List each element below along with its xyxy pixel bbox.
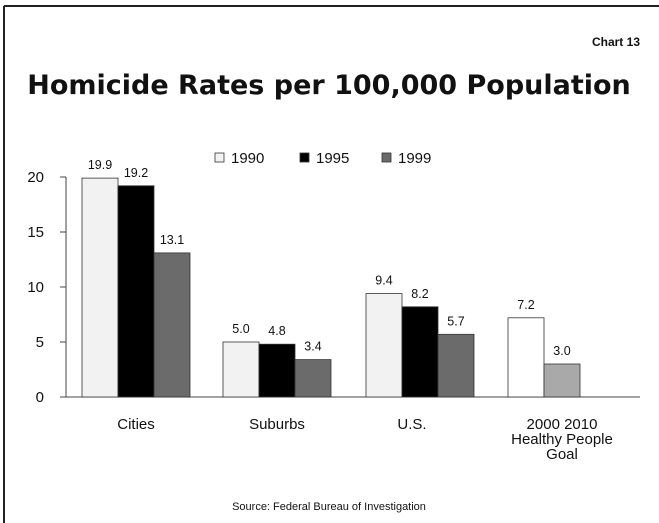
- bar-value-label: 3.0: [553, 344, 570, 358]
- legend-swatch: [299, 152, 310, 163]
- bar-value-label: 7.2: [517, 298, 534, 312]
- bar: [222, 341, 260, 398]
- bar: [437, 333, 475, 398]
- legend-label: 1990: [231, 150, 264, 167]
- y-tick-label: 20: [27, 169, 44, 186]
- legend-label: 1995: [316, 150, 349, 167]
- legend-swatch: [214, 152, 225, 163]
- y-tick-label: 0: [36, 389, 44, 406]
- bar: [401, 306, 439, 398]
- bar: [258, 343, 296, 398]
- bar-value-label: 19.2: [124, 166, 148, 180]
- bar-value-label: 4.8: [268, 324, 285, 338]
- bar: [153, 252, 191, 398]
- bar: [365, 293, 403, 398]
- bar-value-label: 5.0: [232, 322, 249, 336]
- bar-value-label: 13.1: [160, 233, 184, 247]
- bar-value-label: 3.4: [304, 340, 321, 354]
- category-label: Cities: [117, 416, 155, 433]
- category-label: 2000 2010: [527, 416, 598, 433]
- legend-label: 1999: [398, 150, 431, 167]
- chart-title: Homicide Rates per 100,000 Population: [27, 70, 631, 101]
- category-label: Suburbs: [249, 416, 305, 433]
- bar-value-label: 19.9: [88, 158, 112, 172]
- bar-value-label: 8.2: [411, 287, 428, 301]
- bar: [294, 359, 332, 398]
- bar-value-label: 5.7: [447, 314, 464, 328]
- y-tick-label: 5: [36, 334, 44, 351]
- bar-value-label: 9.4: [375, 274, 392, 288]
- legend-swatch: [381, 152, 392, 163]
- category-label: U.S.: [397, 416, 426, 433]
- bars: 19.9 19.2 13.1 Cities 5.0 4.8 3.4 Suburbs 9.4 8.2…: [81, 158, 613, 463]
- source-note: Source: Federal Bureau of Investigation: [232, 501, 426, 513]
- y-tick-label: 10: [27, 279, 44, 296]
- bar: [81, 177, 119, 398]
- y-tick-label: 15: [27, 224, 44, 241]
- category-label: Healthy People: [511, 431, 613, 448]
- category-label: Goal: [546, 446, 578, 463]
- chart-number: Chart 13: [592, 35, 640, 49]
- bar: [543, 363, 581, 398]
- bar: [117, 185, 155, 398]
- legend: 1990 1995 1999: [214, 150, 431, 167]
- bar: [507, 317, 545, 398]
